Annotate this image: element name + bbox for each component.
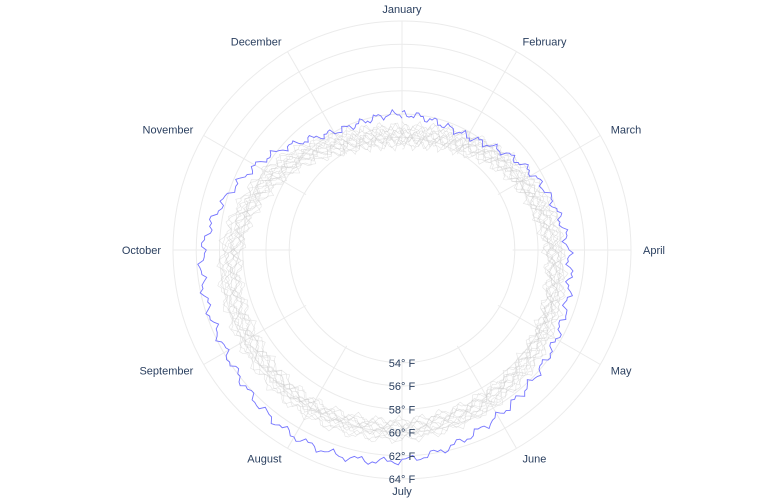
radial-tick-label: 60° F (389, 428, 416, 440)
angular-tick-label: April (643, 245, 665, 257)
angular-gridline (456, 51, 517, 155)
angular-gridline (497, 304, 601, 365)
series-line (233, 139, 554, 426)
series-line (216, 121, 569, 444)
angular-gridline (287, 345, 348, 449)
series-line (224, 129, 562, 436)
angular-gridline (287, 51, 348, 155)
radial-tick-label: 56° F (389, 381, 416, 393)
angular-tick-label: June (523, 454, 547, 466)
angular-tick-label: August (247, 454, 281, 466)
angular-gridline (497, 135, 601, 196)
angular-tick-label: May (611, 366, 632, 378)
angular-tick-label: February (523, 36, 568, 48)
radial-gridline (288, 136, 516, 364)
angular-gridline (203, 304, 307, 365)
highlight-series-line (197, 108, 574, 466)
angular-tick-label: December (231, 36, 282, 48)
angular-tick-label: September (139, 366, 193, 378)
radial-tick-label: 54° F (389, 358, 416, 370)
series-line (229, 135, 557, 430)
angular-tick-label: March (611, 125, 642, 137)
radial-tick-label: 58° F (389, 404, 416, 416)
angular-tick-label: July (392, 486, 412, 498)
radial-tick-label: 64° F (389, 474, 416, 486)
angular-tick-label: January (382, 4, 422, 16)
radial-tick-label: 62° F (389, 451, 416, 463)
series-line (221, 125, 565, 440)
series-line (218, 123, 566, 442)
angular-tick-label: November (143, 125, 194, 137)
angular-tick-label: October (122, 245, 161, 257)
